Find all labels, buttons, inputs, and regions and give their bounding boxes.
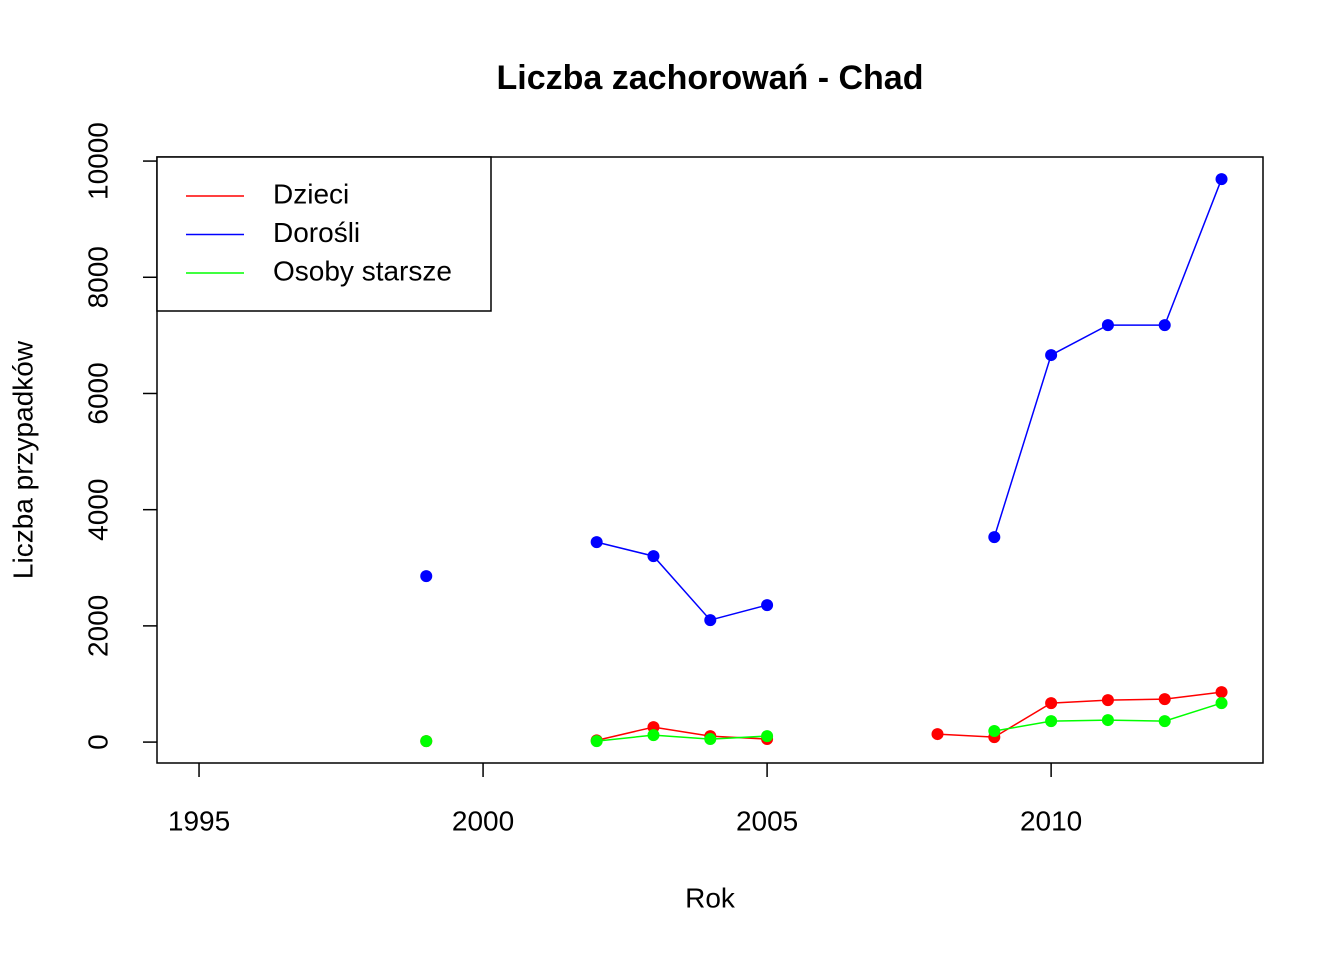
data-point xyxy=(704,733,717,746)
data-point xyxy=(1045,349,1058,362)
data-point xyxy=(1215,697,1228,710)
data-point xyxy=(420,735,433,748)
legend-label: Dzieci xyxy=(273,178,349,209)
data-point xyxy=(931,728,944,741)
data-point xyxy=(590,536,603,549)
data-point xyxy=(420,570,433,583)
data-point xyxy=(1045,715,1058,728)
y-tick-label: 10000 xyxy=(82,122,113,200)
series-line xyxy=(596,691,1222,742)
series-line xyxy=(596,178,1223,621)
data-point xyxy=(988,531,1001,544)
y-tick-label: 4000 xyxy=(82,479,113,541)
y-tick-label: 2000 xyxy=(82,595,113,657)
data-point xyxy=(988,725,1001,738)
data-point xyxy=(1215,173,1228,186)
data-point xyxy=(704,614,717,627)
data-point xyxy=(647,550,660,563)
y-axis-label: Liczba przypadków xyxy=(7,340,38,579)
x-tick-label: 2000 xyxy=(452,805,514,836)
data-point xyxy=(1215,686,1228,699)
data-point xyxy=(761,599,774,612)
y-tick-label: 0 xyxy=(82,734,113,750)
data-point xyxy=(647,729,660,742)
y-tick-label: 6000 xyxy=(82,362,113,424)
x-tick-label: 2005 xyxy=(736,805,798,836)
legend-label: Dorośli xyxy=(273,217,360,248)
data-point xyxy=(1158,715,1171,728)
data-point xyxy=(1045,697,1058,710)
data-point xyxy=(1101,319,1114,332)
x-tick-label: 2010 xyxy=(1020,805,1082,836)
data-point xyxy=(590,735,603,748)
data-point xyxy=(1158,319,1171,332)
plot-frame xyxy=(156,156,1264,764)
chart-title: Liczba zachorowań - Chad xyxy=(497,59,924,97)
x-axis-label: Rok xyxy=(685,882,736,913)
data-point xyxy=(1101,714,1114,727)
series-line xyxy=(596,702,1222,742)
x-tick-label: 1995 xyxy=(168,805,230,836)
data-point xyxy=(1101,694,1114,707)
data-point xyxy=(1158,693,1171,706)
legend-label: Osoby starsze xyxy=(273,255,452,286)
data-point xyxy=(761,730,774,743)
y-tick-label: 8000 xyxy=(82,246,113,308)
